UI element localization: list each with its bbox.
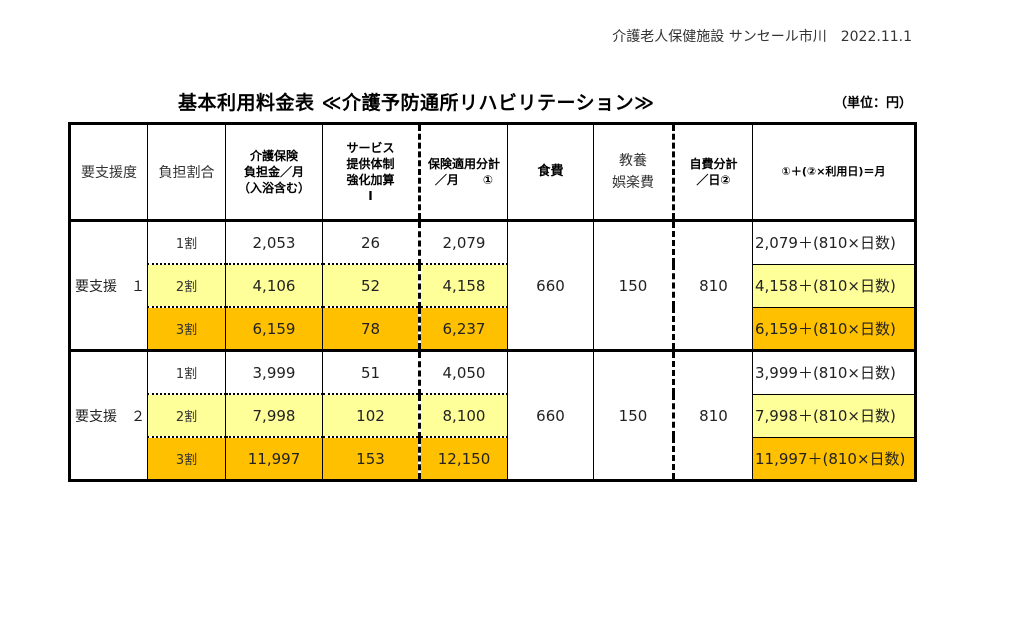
- support-level-label: 要支援 ２: [69, 349, 148, 481]
- insured-total-cell: 12,150: [419, 436, 508, 481]
- formula-cell: 11,997＋(810×日数): [752, 436, 916, 481]
- col-insurance-burden-l1: 介護保険: [249, 149, 298, 163]
- burden-ratio-cell: 1割: [147, 349, 226, 395]
- col-support-level: 要支援度: [69, 123, 148, 222]
- formula-cell: 2,079＋(810×日数): [752, 220, 916, 265]
- col-burden-ratio: 負担割合: [147, 123, 226, 222]
- col-insurance-burden-l3: （入浴含む）: [237, 181, 310, 195]
- col-service-addition-l1: サービス: [346, 141, 395, 155]
- formula-cell: 3,999＋(810×日数): [752, 349, 916, 395]
- burden-ratio-cell: 2割: [147, 263, 226, 308]
- table-row: 2割 7,998 102 8,100 7,998＋(810×日数): [70, 393, 916, 438]
- table-row: 2割 4,106 52 4,158 4,158＋(810×日数): [70, 263, 916, 308]
- col-insured-total-l2: ／月 ①: [434, 173, 494, 187]
- document-date: 2022.11.1: [840, 29, 912, 45]
- col-service-addition-l3: 強化加算: [346, 173, 395, 187]
- addition-cell: 153: [322, 436, 421, 481]
- self-pay-cell: 810: [673, 349, 753, 481]
- fee-table: 要支援度 負担割合 介護保険 負担金／月 （入浴含む） サービス 提供体制 強化…: [68, 122, 917, 482]
- burden-cell: 3,999: [225, 349, 323, 395]
- addition-cell: 102: [322, 393, 421, 438]
- recreation-cell: 150: [593, 220, 675, 351]
- col-meal: 食費: [507, 123, 594, 222]
- header-row: 要支援度 負担割合 介護保険 負担金／月 （入浴含む） サービス 提供体制 強化…: [69, 123, 916, 222]
- recreation-cell: 150: [593, 349, 675, 481]
- facility-name: 介護老人保健施設 サンセール市川: [612, 29, 827, 45]
- col-self-pay: 自費分計 ／日②: [673, 123, 753, 222]
- group-support-1: 要支援 １ 1割 2,053 26 2,079 660 150 810 2,07…: [69, 220, 916, 351]
- burden-ratio-cell: 3割: [147, 436, 226, 481]
- support-level-label: 要支援 １: [69, 220, 148, 351]
- burden-cell: 4,106: [225, 263, 323, 308]
- col-self-pay-l2: ／日②: [696, 173, 731, 187]
- burden-cell: 2,053: [225, 220, 323, 265]
- col-recreation-l2: 娯楽費: [612, 175, 654, 191]
- insured-total-cell: 4,158: [419, 263, 508, 308]
- insured-total-cell: 8,100: [419, 393, 508, 438]
- col-service-addition-l4: Ⅰ: [368, 189, 373, 203]
- col-recreation-l1: 教養: [619, 153, 647, 169]
- self-pay-cell: 810: [673, 220, 753, 351]
- burden-cell: 7,998: [225, 393, 323, 438]
- col-insured-total-l1: 保険適用分計: [427, 157, 500, 171]
- col-service-addition-l2: 提供体制: [346, 157, 395, 171]
- table-row: 要支援 １ 1割 2,053 26 2,079 660 150 810 2,07…: [69, 220, 916, 351]
- burden-cell: 6,159: [225, 306, 323, 351]
- meal-cell: 660: [507, 349, 594, 481]
- unit-label: （単位：円）: [834, 96, 913, 111]
- burden-cell: 11,997: [225, 436, 323, 481]
- page-title: 基本利用料金表 ≪介護予防通所リハビリテーション≫: [178, 92, 655, 114]
- insured-total-cell: 2,079: [419, 220, 508, 265]
- table-row: 要支援 ２ 1割 3,999 51 4,050 660 150 810 3,99…: [69, 349, 916, 481]
- table-row: 3割 6,159 78 6,237 6,159＋(810×日数): [70, 306, 916, 351]
- addition-cell: 78: [322, 306, 421, 351]
- col-monthly-formula: ①＋(②×利用日)＝月: [752, 123, 916, 222]
- group-support-2: 要支援 ２ 1割 3,999 51 4,050 660 150 810 3,99…: [69, 349, 916, 481]
- insured-total-cell: 4,050: [419, 349, 508, 395]
- col-insurance-burden-l2: 負担金／月: [243, 165, 304, 179]
- meal-cell: 660: [507, 220, 594, 351]
- header-line: 介護老人保健施設 サンセール市川 2022.11.1: [612, 26, 912, 46]
- burden-ratio-cell: 3割: [147, 306, 226, 351]
- table-row: 3割 11,997 153 12,150 11,997＋(810×日数): [70, 436, 916, 481]
- formula-cell: 6,159＋(810×日数): [752, 306, 916, 351]
- col-self-pay-l1: 自費分計: [689, 157, 738, 171]
- addition-cell: 51: [322, 349, 421, 395]
- formula-cell: 7,998＋(810×日数): [752, 393, 916, 438]
- col-insured-total: 保険適用分計 ／月 ①: [419, 123, 508, 222]
- col-recreation: 教養 娯楽費: [593, 123, 675, 222]
- col-service-addition: サービス 提供体制 強化加算 Ⅰ: [322, 123, 421, 222]
- addition-cell: 26: [322, 220, 421, 265]
- col-insurance-burden: 介護保険 負担金／月 （入浴含む）: [225, 123, 323, 222]
- burden-ratio-cell: 2割: [147, 393, 226, 438]
- burden-ratio-cell: 1割: [147, 220, 226, 265]
- insured-total-cell: 6,237: [419, 306, 508, 351]
- formula-cell: 4,158＋(810×日数): [752, 263, 916, 308]
- addition-cell: 52: [322, 263, 421, 308]
